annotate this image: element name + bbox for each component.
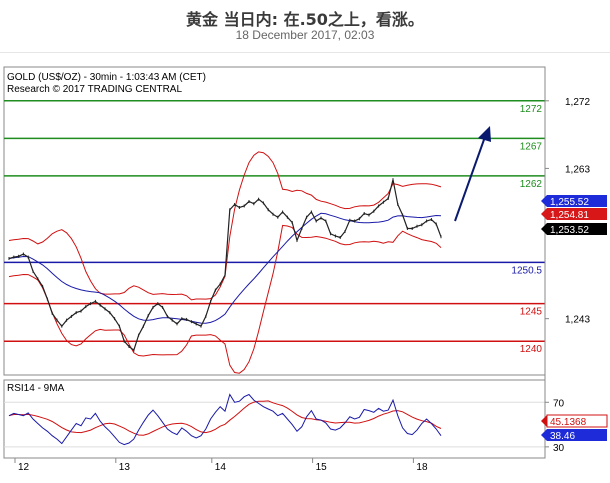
page-date: 18 December 2017, 02:03 xyxy=(235,28,375,42)
x-tick-label: 18 xyxy=(416,462,428,473)
rsi-line xyxy=(8,393,442,446)
support-resistance-levels: 1272 1267 1262 1250.5 1245 1240 xyxy=(4,100,545,355)
main-panel-frame xyxy=(3,66,546,376)
rsi-tag-pointer xyxy=(541,429,547,441)
price-tag-box xyxy=(547,208,607,220)
level-label-1272: 1272 xyxy=(520,104,543,115)
price-series xyxy=(8,178,442,352)
level-label-1240: 1240 xyxy=(520,344,543,355)
y-tick-label: 1,243 xyxy=(565,315,590,326)
forecast-arrow-head xyxy=(478,126,491,142)
x-tick-label: 12 xyxy=(18,462,30,473)
rsi-series xyxy=(4,393,545,448)
price-tag-pointer xyxy=(541,208,547,220)
rsi-tag-label: 38.46 xyxy=(550,431,575,442)
level-label-1262: 1262 xyxy=(520,179,543,190)
y-tick-label: 1,263 xyxy=(565,164,590,175)
rsi-tag-label: 45.1368 xyxy=(550,417,587,428)
chart-info-line-1: GOLD (US$/OZ) - 30min - 1:03:43 AM (CET) xyxy=(7,72,206,83)
price-tag-box xyxy=(547,195,607,207)
rsi-panel-frame xyxy=(3,379,546,459)
rsi-ma-line xyxy=(8,400,442,436)
header: 黄金 当日内: 在.50之上，看涨。 18 December 2017, 02:… xyxy=(0,0,610,52)
page-title: 黄金 当日内: 在.50之上，看涨。 xyxy=(186,10,424,29)
price-tags: 1,255.52 1,254.81 1,253.52 45.1368 38.46 xyxy=(541,195,608,442)
moving-average-line xyxy=(8,212,442,324)
level-label-1267: 1267 xyxy=(520,141,543,152)
axes: 1,243 1,263 1,272 30 70 12 13 14 15 18 xyxy=(14,67,590,473)
price-tag-label: 1,253.52 xyxy=(550,225,589,236)
price-tag-box xyxy=(547,223,607,235)
rsi-tag-box xyxy=(546,414,608,428)
forecast-arrow xyxy=(454,133,487,222)
x-tick-label: 15 xyxy=(316,462,328,473)
price-tag-pointer xyxy=(541,195,547,207)
rsi-tag-pointer xyxy=(541,415,547,427)
level-label-1250.5: 1250.5 xyxy=(511,265,542,276)
price-tag-label: 1,255.52 xyxy=(550,197,589,208)
x-tick-label: 14 xyxy=(215,462,227,473)
rsi-tick-label: 30 xyxy=(553,443,565,454)
header-divider xyxy=(0,52,610,53)
lower-band-line xyxy=(8,224,442,374)
rsi-tick-label: 70 xyxy=(553,398,565,409)
rsi-tag-box xyxy=(547,429,607,441)
chart-info-line-2: Research © 2017 TRADING CENTRAL xyxy=(7,84,182,95)
level-label-1245: 1245 xyxy=(520,307,543,318)
price-tag-label: 1,254.81 xyxy=(550,210,589,221)
price-tag-pointer xyxy=(541,223,547,235)
x-tick-label: 13 xyxy=(119,462,131,473)
y-tick-label: 1,272 xyxy=(565,97,590,108)
rsi-title: RSI14 - 9MA xyxy=(7,383,65,394)
